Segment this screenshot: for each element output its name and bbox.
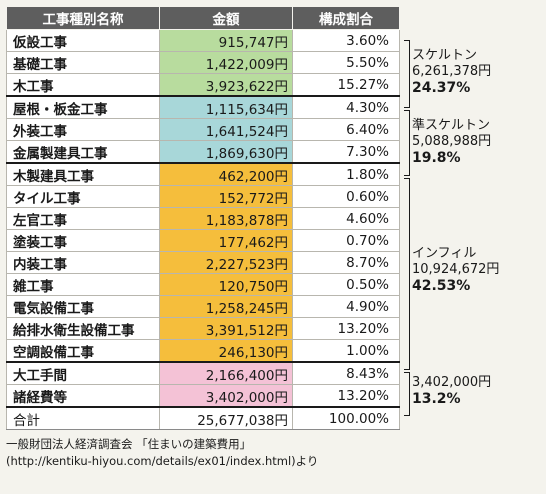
row-ratio: 3.60% bbox=[292, 29, 400, 52]
row-name: 左官工事 bbox=[6, 207, 160, 230]
row-amount: 246,130円 bbox=[159, 339, 293, 363]
row-name: 諸経費等 bbox=[6, 384, 160, 408]
row-amount: 120,750円 bbox=[159, 273, 293, 296]
row-name: 大工手間 bbox=[6, 361, 160, 385]
group-brace-semi-skeleton bbox=[404, 110, 410, 176]
row-ratio: 13.20% bbox=[292, 384, 400, 408]
row-name: 外装工事 bbox=[6, 118, 160, 141]
row-amount: 3,391,512円 bbox=[159, 317, 293, 340]
table-row: 大工手間 2,166,400円 8.43% bbox=[6, 361, 400, 385]
row-name: 仮設工事 bbox=[6, 29, 160, 52]
row-ratio: 7.30% bbox=[292, 140, 400, 164]
row-name: 雑工事 bbox=[6, 273, 160, 296]
group-label-other: 3,402,000円 13.2% bbox=[412, 375, 491, 407]
table-row: 木工事 3,923,622円 15.27% bbox=[6, 73, 400, 97]
total-ratio: 100.00% bbox=[292, 406, 400, 430]
row-name: タイル工事 bbox=[6, 185, 160, 208]
source-line-2: (http://kentiku-hiyou.com/details/ex01/i… bbox=[6, 454, 319, 468]
row-ratio: 4.60% bbox=[292, 207, 400, 230]
table-row: 内装工事 2,227,523円 8.70% bbox=[6, 251, 400, 274]
header-name: 工事種別名称 bbox=[6, 6, 160, 30]
group-percent: 42.53% bbox=[412, 278, 471, 294]
row-ratio: 4.30% bbox=[292, 95, 400, 119]
group-name: インフィル bbox=[412, 246, 477, 261]
row-ratio: 1.00% bbox=[292, 339, 400, 363]
row-ratio: 0.50% bbox=[292, 273, 400, 296]
group-amount: 5,088,988円 bbox=[412, 134, 492, 149]
row-ratio: 5.50% bbox=[292, 51, 400, 74]
table-row: 諸経費等 3,402,000円 13.20% bbox=[6, 384, 400, 408]
table-row: 給排水衛生設備工事 3,391,512円 13.20% bbox=[6, 317, 400, 340]
table-row: 塗装工事 177,462円 0.70% bbox=[6, 229, 400, 252]
row-ratio: 0.60% bbox=[292, 185, 400, 208]
table-row: 基礎工事 1,422,009円 5.50% bbox=[6, 51, 400, 74]
header-amount: 金額 bbox=[159, 6, 293, 30]
table-row: 外装工事 1,641,524円 6.40% bbox=[6, 118, 400, 141]
group-percent: 19.8% bbox=[412, 150, 461, 166]
total-amount: 25,677,038円 bbox=[159, 406, 293, 430]
group-percent: 24.37% bbox=[412, 80, 471, 96]
group-percent: 13.2% bbox=[412, 391, 461, 407]
group-amount: 3,402,000円 bbox=[412, 375, 492, 390]
group-brace-other bbox=[404, 372, 410, 416]
row-amount: 1,115,634円 bbox=[159, 95, 293, 119]
total-name: 合計 bbox=[6, 406, 160, 430]
row-amount: 1,183,878円 bbox=[159, 207, 293, 230]
group-label-infill: インフィル 10,924,672円 42.53% bbox=[412, 246, 499, 294]
row-amount: 1,869,630円 bbox=[159, 140, 293, 164]
row-amount: 2,227,523円 bbox=[159, 251, 293, 274]
row-ratio: 8.43% bbox=[292, 361, 400, 385]
row-name: 基礎工事 bbox=[6, 51, 160, 74]
table-row: 電気設備工事 1,258,245円 4.90% bbox=[6, 295, 400, 318]
cost-table: 工事種別名称 金額 構成割合 仮設工事 915,747円 3.60% 基礎工事 … bbox=[6, 6, 400, 430]
row-amount: 1,641,524円 bbox=[159, 118, 293, 141]
table-row: 屋根・板金工事 1,115,634円 4.30% bbox=[6, 95, 400, 119]
row-name: 木工事 bbox=[6, 73, 160, 97]
row-amount: 3,923,622円 bbox=[159, 73, 293, 97]
table-row: 金属製建具工事 1,869,630円 7.30% bbox=[6, 140, 400, 164]
row-ratio: 6.40% bbox=[292, 118, 400, 141]
row-name: 給排水衛生設備工事 bbox=[6, 317, 160, 340]
row-name: 金属製建具工事 bbox=[6, 140, 160, 164]
group-name: スケルトン bbox=[412, 48, 478, 63]
header-row: 工事種別名称 金額 構成割合 bbox=[6, 6, 400, 30]
row-amount: 3,402,000円 bbox=[159, 384, 293, 408]
table-row: タイル工事 152,772円 0.60% bbox=[6, 185, 400, 208]
group-amount: 6,261,378円 bbox=[412, 64, 492, 79]
row-amount: 1,258,245円 bbox=[159, 295, 293, 318]
row-name: 屋根・板金工事 bbox=[6, 95, 160, 119]
group-brace-skeleton bbox=[404, 40, 410, 108]
row-ratio: 1.80% bbox=[292, 162, 400, 186]
row-amount: 152,772円 bbox=[159, 185, 293, 208]
header-ratio: 構成割合 bbox=[292, 6, 400, 30]
table-row: 雑工事 120,750円 0.50% bbox=[6, 273, 400, 296]
source-note: 一般財団法人経済調査会 「住まいの建築費用」 (http://kentiku-h… bbox=[6, 436, 318, 470]
total-row: 合計 25,677,038円 100.00% bbox=[6, 406, 400, 430]
row-amount: 177,462円 bbox=[159, 229, 293, 252]
group-amount: 10,924,672円 bbox=[412, 262, 500, 277]
group-label-semi-skeleton: 準スケルトン 5,088,988円 19.8% bbox=[412, 118, 491, 166]
row-amount: 1,422,009円 bbox=[159, 51, 293, 74]
row-name: 塗装工事 bbox=[6, 229, 160, 252]
group-brace-infill bbox=[404, 178, 410, 370]
source-line-1: 一般財団法人経済調査会 「住まいの建築費用」 bbox=[6, 437, 252, 451]
row-ratio: 15.27% bbox=[292, 73, 400, 97]
row-amount: 2,166,400円 bbox=[159, 361, 293, 385]
row-amount: 462,200円 bbox=[159, 162, 293, 186]
row-ratio: 0.70% bbox=[292, 229, 400, 252]
row-ratio: 4.90% bbox=[292, 295, 400, 318]
row-name: 電気設備工事 bbox=[6, 295, 160, 318]
row-amount: 915,747円 bbox=[159, 29, 293, 52]
table-row: 仮設工事 915,747円 3.60% bbox=[6, 29, 400, 52]
table-row: 木製建具工事 462,200円 1.80% bbox=[6, 162, 400, 186]
table-row: 空調設備工事 246,130円 1.00% bbox=[6, 339, 400, 363]
group-name: 準スケルトン bbox=[412, 118, 491, 133]
row-ratio: 8.70% bbox=[292, 251, 400, 274]
row-name: 空調設備工事 bbox=[6, 339, 160, 363]
group-label-skeleton: スケルトン 6,261,378円 24.37% bbox=[412, 48, 491, 96]
row-ratio: 13.20% bbox=[292, 317, 400, 340]
row-name: 内装工事 bbox=[6, 251, 160, 274]
row-name: 木製建具工事 bbox=[6, 162, 160, 186]
table-row: 左官工事 1,183,878円 4.60% bbox=[6, 207, 400, 230]
